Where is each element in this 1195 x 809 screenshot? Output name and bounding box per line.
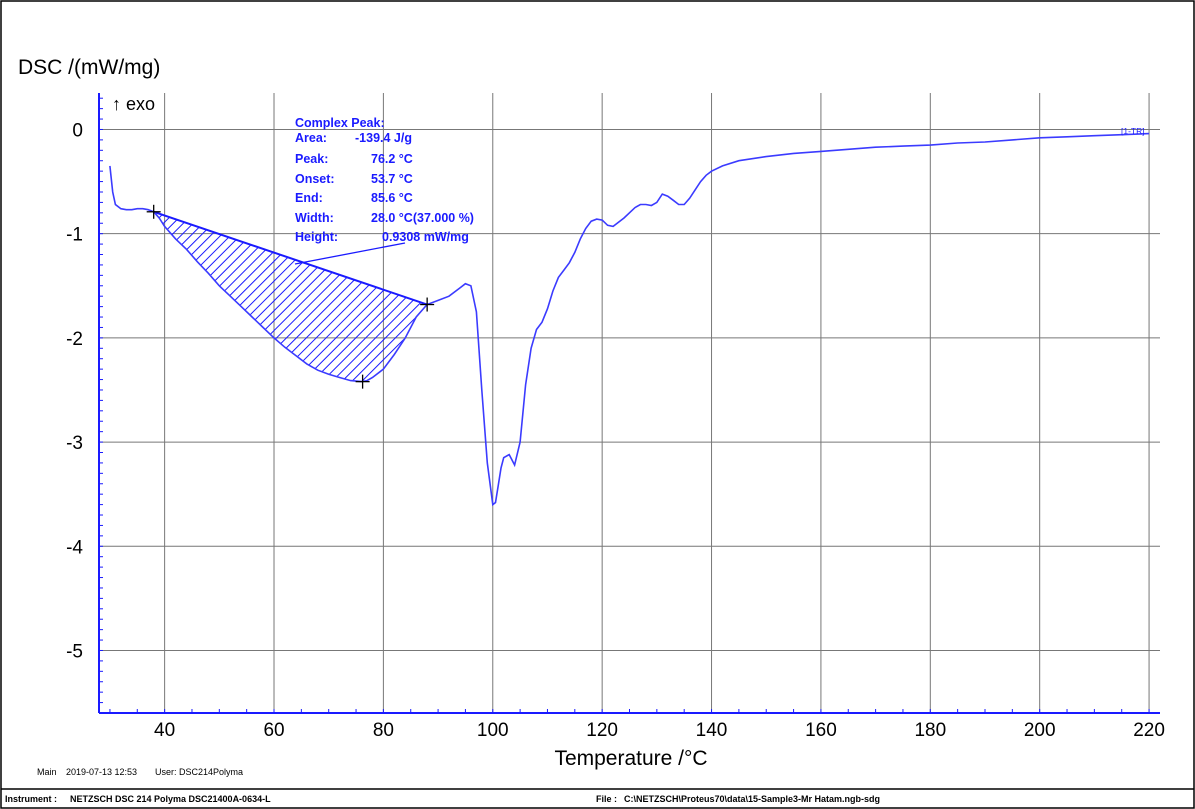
y-tick-label: -2 bbox=[66, 329, 83, 350]
integration-area bbox=[153, 210, 428, 382]
footer-datetime: 2019-07-13 12:53 bbox=[66, 767, 137, 777]
y-tick-label: -3 bbox=[66, 433, 83, 454]
annotation-value: -139.4 J/g bbox=[355, 131, 412, 145]
hatched-peak-area bbox=[153, 211, 428, 382]
y-axis-title: DSC /(mW/mg) bbox=[18, 56, 160, 79]
grid bbox=[99, 93, 1160, 713]
y-tick-label: 0 bbox=[72, 120, 83, 141]
footer-user: DSC214Polyma bbox=[179, 767, 243, 777]
footer-user-label: User: bbox=[155, 767, 177, 777]
annotation-leader-line bbox=[294, 242, 406, 265]
y-tick-label: -5 bbox=[66, 641, 83, 662]
footer-file-label: File : bbox=[596, 794, 617, 804]
annotation-value: 85.6 °C bbox=[371, 191, 413, 205]
annotation-value: 53.7 °C bbox=[371, 172, 413, 186]
annotation-value: 76.2 °C bbox=[371, 152, 413, 166]
annotation-key: Onset: bbox=[295, 172, 335, 186]
x-tick-label: 80 bbox=[373, 720, 394, 741]
footer-instrument: NETZSCH DSC 214 Polyma DSC21400A-0634-L bbox=[70, 794, 271, 804]
x-tick-label: 220 bbox=[1133, 720, 1165, 741]
x-tick-label: 160 bbox=[805, 720, 837, 741]
annotation-title: Complex Peak: bbox=[295, 116, 385, 130]
annotation-value: 0.9308 mW/mg bbox=[382, 230, 469, 244]
footer: Main 2019-07-13 12:53 User: DSC214Polyma… bbox=[1, 767, 1194, 804]
x-tick-label: 200 bbox=[1024, 720, 1056, 741]
x-axis-title: Temperature /°C bbox=[554, 747, 707, 770]
y-tick-label: -1 bbox=[66, 225, 83, 246]
x-tick-label: 40 bbox=[154, 720, 175, 741]
footer-file: C:\NETZSCH\Proteus70\data\15-Sample3-Mr … bbox=[624, 794, 880, 804]
x-tick-label: 140 bbox=[696, 720, 728, 741]
series bbox=[109, 132, 1150, 507]
axes bbox=[98, 93, 1160, 714]
annotation-key: Peak: bbox=[295, 152, 328, 166]
annotation-key: Height: bbox=[295, 230, 338, 244]
annotation-value: 28.0 °C(37.000 %) bbox=[371, 211, 474, 225]
series-label: [1-TR] bbox=[1121, 126, 1145, 136]
footer-main-label: Main bbox=[37, 767, 57, 777]
integration-baseline bbox=[153, 210, 428, 306]
x-tick-label: 180 bbox=[914, 720, 946, 741]
x-tick-label: 100 bbox=[477, 720, 509, 741]
annotation-key: Width: bbox=[295, 211, 334, 225]
annotation-key: Area: bbox=[295, 131, 327, 145]
exo-label: ↑ exo bbox=[112, 94, 155, 114]
x-tick-label: 60 bbox=[263, 720, 284, 741]
x-tick-label: 120 bbox=[586, 720, 618, 741]
markers bbox=[146, 204, 435, 389]
peak-annotation: Complex Peak: Area: -139.4 J/g Peak: 76.… bbox=[294, 116, 474, 265]
footer-instrument-label: Instrument : bbox=[5, 794, 57, 804]
tick-labels: 40 60 80 100 120 140 160 180 200 220 0 -1 -2 -3 -4 -5 bbox=[66, 120, 1165, 741]
y-tick-label: -4 bbox=[66, 537, 83, 558]
annotation-key: End: bbox=[295, 191, 323, 205]
dsc-curve bbox=[109, 132, 1150, 507]
